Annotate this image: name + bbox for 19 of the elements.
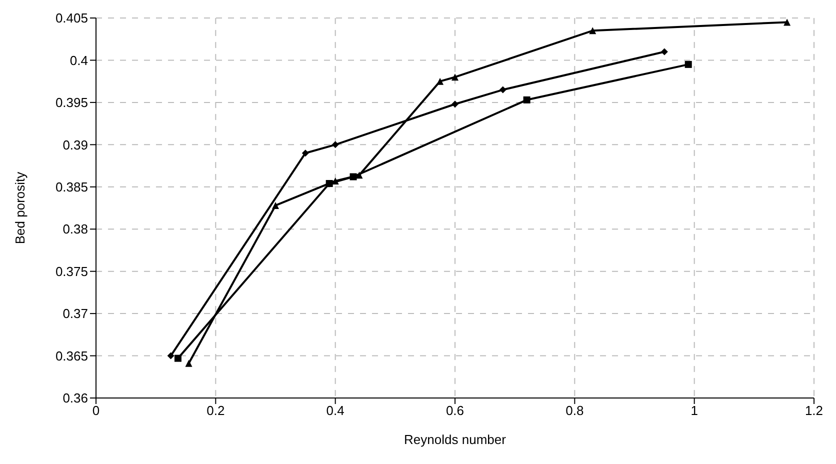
y-tick-label: 0.405	[55, 10, 88, 26]
y-tick-label: 0.38	[62, 222, 88, 237]
y-tick-label: 0.385	[55, 180, 88, 195]
x-tick-label: 0.6	[446, 403, 464, 418]
x-tick-label: 0.4	[326, 403, 344, 418]
x-tick-label: 1	[690, 403, 698, 418]
x-tick-label: 1.2	[804, 403, 824, 418]
x-tick-label: 0	[92, 403, 100, 418]
y-tick-label: 0.375	[55, 264, 88, 279]
y-tick-label: 0.39	[62, 137, 88, 152]
x-tick-label: 0.8	[566, 403, 584, 418]
y-tick-label: 0.365	[55, 348, 88, 364]
y-tick-label: 0.395	[55, 95, 88, 110]
y-tick-label: 0.36	[62, 390, 88, 406]
x-tick-label: 0.2	[206, 403, 225, 418]
y-tick-label: 0.4	[70, 52, 88, 68]
y-tick-label: 0.37	[62, 306, 88, 322]
y-axis-title: Bed porosity	[12, 171, 28, 244]
x-axis-title: Reynolds number	[404, 432, 507, 447]
